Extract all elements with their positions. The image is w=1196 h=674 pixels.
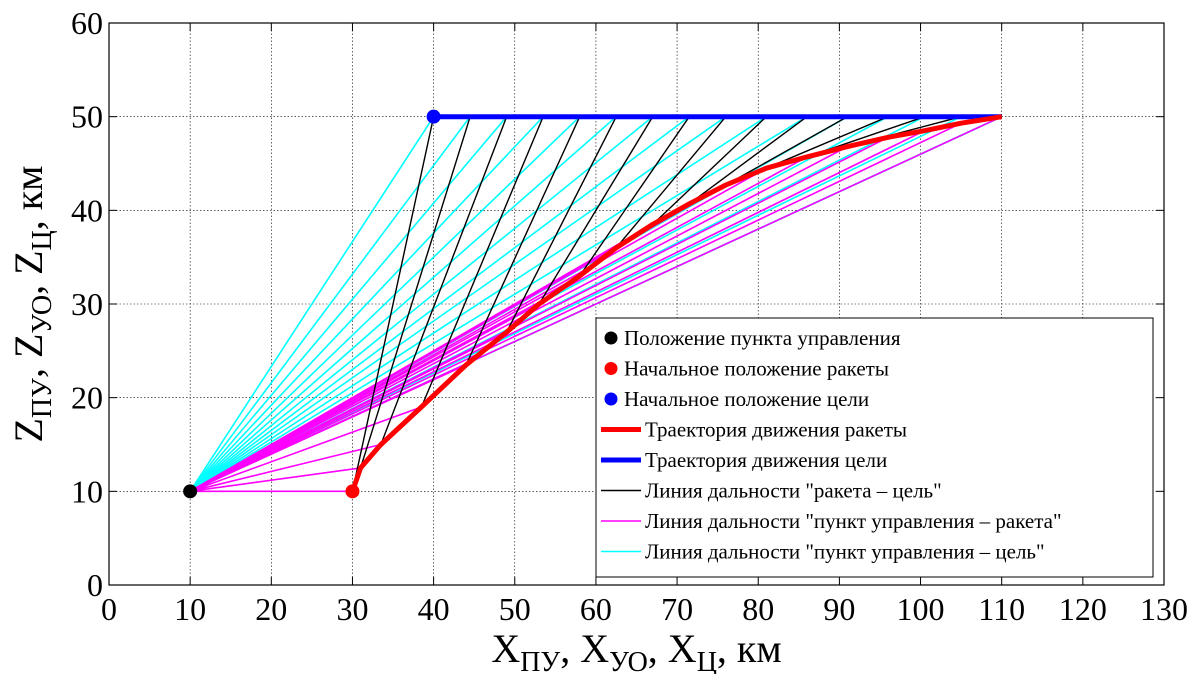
x-axis-label: XПУ, XУО, XЦ, км — [491, 626, 781, 674]
legend-marker — [604, 331, 618, 345]
y-tick-label: 60 — [71, 5, 103, 41]
control-target-range-line — [189, 116, 544, 492]
x-tick-label: 110 — [978, 591, 1025, 627]
x-tick-label: 80 — [742, 591, 774, 627]
x-tick-label: 100 — [897, 591, 945, 627]
control-missile-range-line — [189, 122, 962, 493]
control-target-range-line — [189, 116, 727, 492]
y-tick-label: 0 — [87, 567, 103, 603]
legend-marker — [604, 392, 618, 406]
missile-start-marker — [345, 484, 360, 499]
x-tick-label: 60 — [580, 591, 612, 627]
trajectories — [350, 114, 1003, 493]
legend-item-label: Начальное положение ракеты — [624, 357, 889, 381]
control-target-range-line — [189, 115, 767, 493]
x-tick-label: 20 — [255, 591, 287, 627]
control-target-range-line — [189, 116, 435, 492]
y-axis-label: ZПУ, ZУО, ZЦ, км — [6, 166, 58, 443]
y-tick-label: 30 — [71, 286, 103, 322]
legend-item-label: Линия дальности "ракета – цель" — [645, 479, 942, 503]
x-tick-label: 0 — [101, 591, 117, 627]
control-missile-range-line — [189, 129, 925, 493]
legend-item-label: Траектория движения цели — [645, 448, 887, 472]
control-target-range-line — [189, 116, 690, 492]
control-missile-range-line — [189, 115, 1003, 493]
legend-item-label: Линия дальности "пункт управления – цель… — [645, 540, 1045, 564]
x-tick-label: 130 — [1140, 591, 1188, 627]
control-target-range-line — [189, 116, 654, 492]
legend-item-label: Положение пункта управления — [624, 326, 901, 350]
missile-target-range-line — [766, 116, 889, 169]
control-missile-range-line — [189, 136, 889, 493]
y-tick-label: 20 — [71, 380, 103, 416]
missile-target-range-line — [420, 116, 544, 408]
plot-frame — [108, 22, 1165, 586]
missile-target-range-line — [615, 116, 727, 249]
control-target-range-line — [189, 115, 808, 493]
missile-target-range-line — [351, 116, 435, 492]
x-tick-label: 40 — [418, 591, 450, 627]
position-markers — [183, 109, 441, 499]
legend: Положение пункта управления Начальное пол… — [595, 317, 1154, 578]
legend-item-label: Линия дальности "пункт управления – раке… — [645, 509, 1062, 533]
control-missile-range-line — [189, 406, 422, 493]
tick-labels: 0 10 20 30 40 50 60 70 80 90 100 110 120 130 0 10 20 30 40… — [71, 5, 1188, 627]
missile-target-range-line — [380, 116, 508, 445]
range-lines — [189, 115, 1003, 493]
legend-box — [595, 317, 1154, 578]
missile-target-range-line — [359, 116, 471, 469]
legend-marker — [604, 362, 618, 375]
x-tick-label: 90 — [823, 591, 855, 627]
legend-item-label: Начальное положение цели — [624, 387, 869, 411]
missile-target-range-line — [465, 116, 581, 366]
missile-target-range-line — [652, 116, 767, 225]
x-tick-label: 70 — [661, 591, 693, 627]
missile-target-range-line — [538, 116, 654, 305]
control-missile-range-line — [189, 156, 808, 493]
control-missile-range-line — [190, 467, 361, 493]
x-tick-label: 30 — [336, 591, 368, 627]
y-tick-label: 10 — [71, 473, 103, 509]
control-point-marker — [183, 484, 198, 499]
x-tick-label: 10 — [174, 591, 206, 627]
missile-target-range-line — [506, 116, 617, 333]
control-target-range-line — [189, 116, 471, 492]
y-tick-label: 40 — [71, 192, 103, 228]
control-target-range-line — [189, 116, 581, 492]
missile-target-range-line — [688, 116, 808, 205]
legend-item-label: Траектория движения ракеты — [645, 418, 907, 442]
missile-target-range-line — [579, 116, 690, 277]
control-target-range-line — [189, 116, 617, 492]
control-missile-range-line — [189, 443, 382, 493]
missile-trajectory-line — [350, 114, 1003, 493]
control-missile-range-line — [189, 167, 767, 493]
x-tick-label: 50 — [499, 591, 531, 627]
missile-target-range-line — [725, 116, 848, 186]
target-start-marker — [426, 109, 441, 124]
x-tick-label: 120 — [1059, 591, 1107, 627]
control-target-range-line — [189, 116, 508, 492]
y-tick-label: 50 — [71, 99, 103, 135]
